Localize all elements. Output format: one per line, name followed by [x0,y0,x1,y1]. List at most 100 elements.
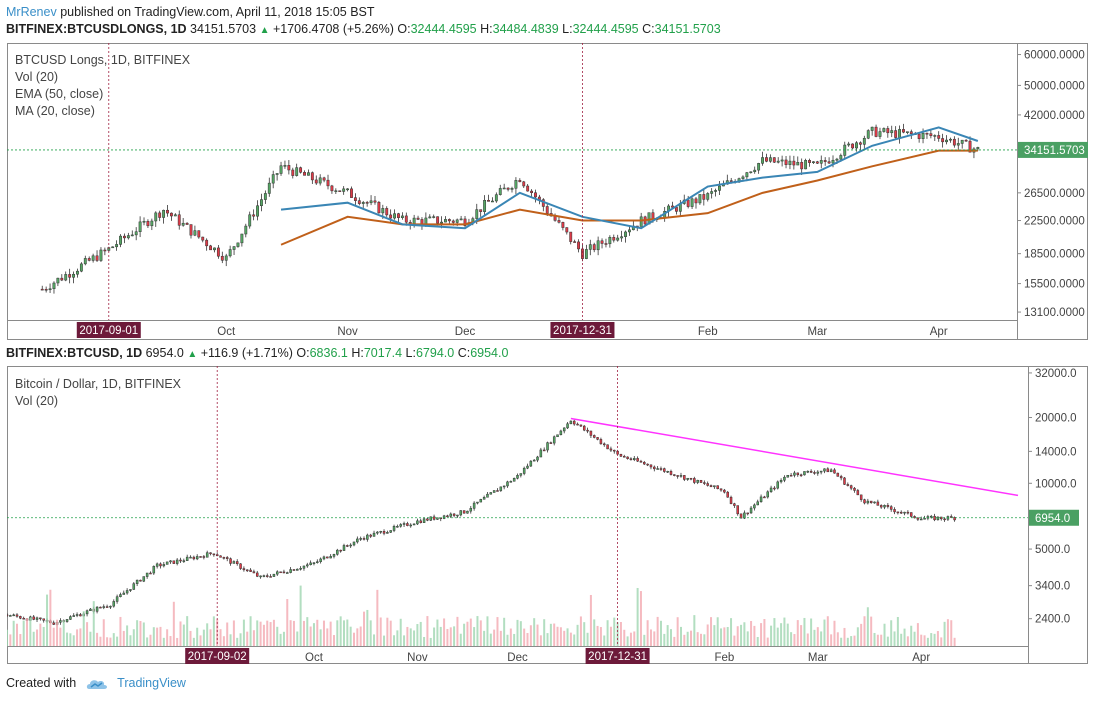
candle-body [150,220,154,227]
volume-bar [760,623,763,646]
candle-body [269,576,272,578]
candle-body [949,138,952,141]
candle-body [903,511,906,514]
time-tick-label: Feb [698,326,718,338]
candle-body [556,434,559,438]
candle-body [385,208,389,216]
candle-body [893,509,896,513]
candle-body [83,258,87,265]
time-tick-label: Nov [407,652,428,664]
bottom-symbol[interactable]: BITFINEX:BTCUSD, 1D [6,346,143,360]
candle-body [592,244,596,251]
candle-body [847,143,851,146]
volume-bar [252,630,255,646]
candle-body [582,425,586,431]
volume-bar [659,620,662,646]
date-marker-label: 2017-12-31 [553,325,612,337]
candle-body [803,471,806,476]
volume-bar [202,629,205,646]
candle-body [135,579,139,584]
candle-body [800,162,804,170]
volume-bar [833,620,836,646]
candle-body [72,615,75,617]
top-chart-svg[interactable]: 60000.0000 50000.0000 42000.0000 26500.0000… [7,43,1088,340]
candle-body [613,449,616,452]
volume-bar [396,630,399,646]
candle-body [287,165,291,171]
created-with-text: Created with [6,676,77,690]
candle-body [87,258,91,261]
volume-bar [913,631,916,646]
volume-bar [599,627,602,646]
candle-body [628,229,631,233]
volume-bar [49,589,52,646]
volume-bar [813,629,816,646]
candle-body [353,197,357,201]
tradingview-link[interactable]: TradingView [117,676,186,690]
author-link[interactable]: MrRenev [6,5,57,19]
bottom-legend-vol: Vol (20) [15,394,59,408]
volume-bar [750,620,753,646]
volume-bar [192,637,195,646]
candle-body [400,215,404,218]
volume-bar [576,624,579,646]
volume-bar [196,627,199,646]
volume-bar [830,634,833,646]
time-tick-label: Oct [217,326,236,338]
candle-body [342,188,346,192]
candle-body [245,569,249,572]
candle-body [175,559,179,564]
candle-body [366,534,369,540]
candle-body [518,180,522,183]
price-tick-label: 20000.0 [1035,413,1077,425]
volume-bar [142,622,145,646]
volume-bar [119,616,122,646]
volume-bar [953,637,956,646]
volume-bar [920,634,923,646]
candle-body [229,558,232,564]
candle-body [172,560,176,564]
candle-body [608,237,612,245]
candle-body [129,589,132,591]
candle-body [788,160,792,165]
candle-body [179,559,182,562]
volume-bar [843,627,846,646]
candle-body [479,209,483,212]
bottom-chart-svg[interactable]: 32000.0 20000.0 14000.0 10000.0 5000.0 3400.0… [7,366,1088,664]
candle-body [899,511,903,514]
candle-body [545,206,549,214]
candle-body [256,205,259,217]
volume-bar [796,620,799,646]
candle-body [386,532,389,534]
candle-body [809,470,813,473]
candle-body [426,518,429,521]
top-chart-panel[interactable]: 60000.0000 50000.0000 42000.0000 26500.0000… [7,43,1088,340]
volume-bar [519,621,522,646]
top-symbol[interactable]: BITFINEX:BTCUSDLONGS, 1D [6,22,187,36]
candle-body [99,249,103,261]
candle-body [76,270,79,275]
volume-bar [733,635,736,646]
candle-body [565,227,569,233]
volume-bar [679,626,682,646]
candle-body [402,523,406,525]
volume-bar [19,634,22,646]
candle-body [185,222,189,225]
candle-body [416,217,420,220]
volume-bar [603,635,606,646]
candle-body [346,545,349,547]
candle-body [539,449,543,458]
volume-bar [930,633,933,646]
volume-bar [122,630,125,646]
candle-body [7,614,9,617]
bottom-chart-panel[interactable]: 32000.0 20000.0 14000.0 10000.0 5000.0 3400.0… [7,366,1088,664]
volume-bar [753,625,756,646]
candle-body [389,214,393,219]
bottom-h-label: H: [351,346,364,360]
candle-body [619,453,623,457]
volume-bar [126,625,129,646]
candle-body [302,565,306,569]
candle-body [145,572,149,577]
volume-bar [856,627,859,646]
candle-body [702,194,706,200]
